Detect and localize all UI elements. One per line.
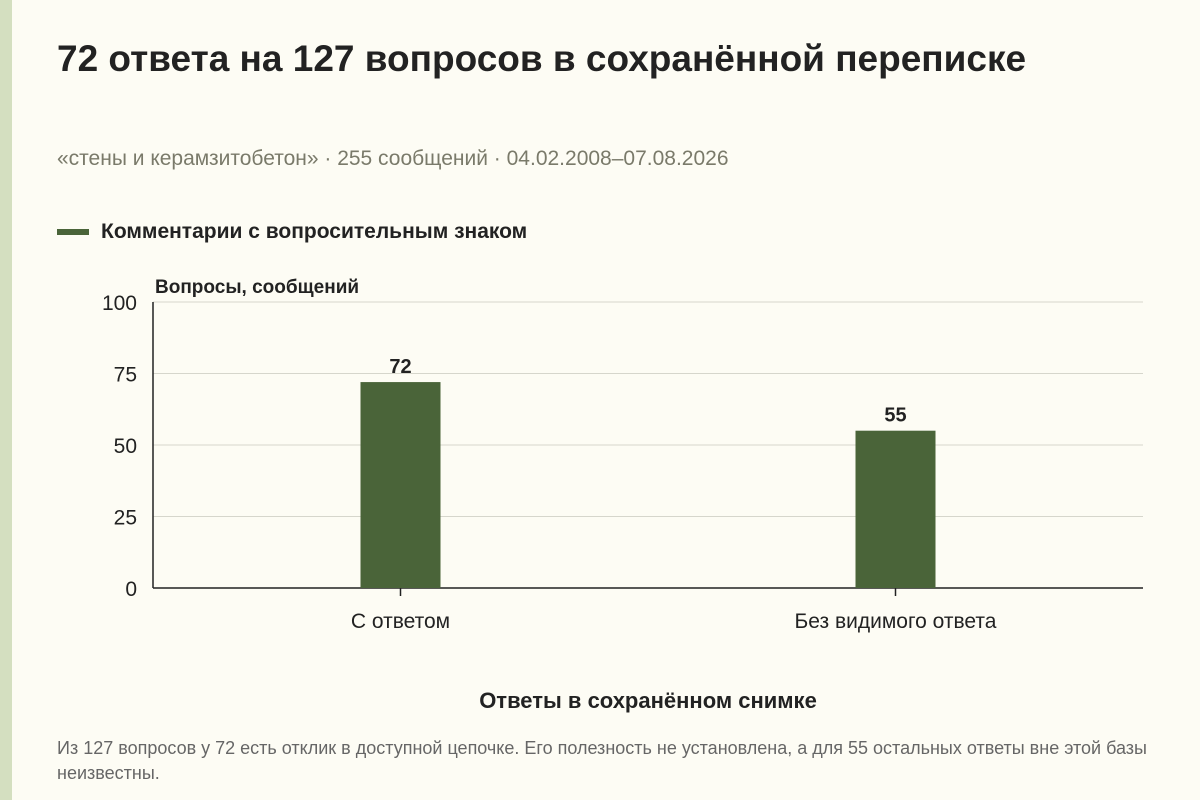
chart-caption: Из 127 вопросов у 72 есть отклик в досту… <box>57 738 1147 783</box>
x-tick-label: С ответом <box>351 610 450 633</box>
x-tick-label: Без видимого ответа <box>795 610 997 633</box>
chart-subtitle: «стены и керамзитобетон» · 255 сообщений… <box>57 147 729 170</box>
legend: Комментарии с вопросительным знаком <box>57 219 527 245</box>
legend-swatch <box>57 229 89 235</box>
bar <box>855 430 936 588</box>
y-tick-label: 25 <box>114 507 137 530</box>
bar-value-label: 72 <box>389 356 411 378</box>
y-axis-label: Вопросы, сообщений <box>155 277 359 298</box>
bar-value-label: 55 <box>884 405 906 427</box>
bar <box>360 382 441 588</box>
left-accent-stripe <box>0 0 12 800</box>
y-tick-label: 75 <box>114 364 137 387</box>
y-tick-label: 0 <box>125 578 137 601</box>
legend-label: Комментарии с вопросительным знаком <box>101 220 528 243</box>
y-tick-label: 100 <box>102 292 137 315</box>
y-tick-label: 50 <box>114 435 137 458</box>
x-axis-label: Ответы в сохранённом снимке <box>479 688 817 713</box>
chart-title: 72 ответа на 127 вопросов в сохранённой … <box>57 38 1027 79</box>
